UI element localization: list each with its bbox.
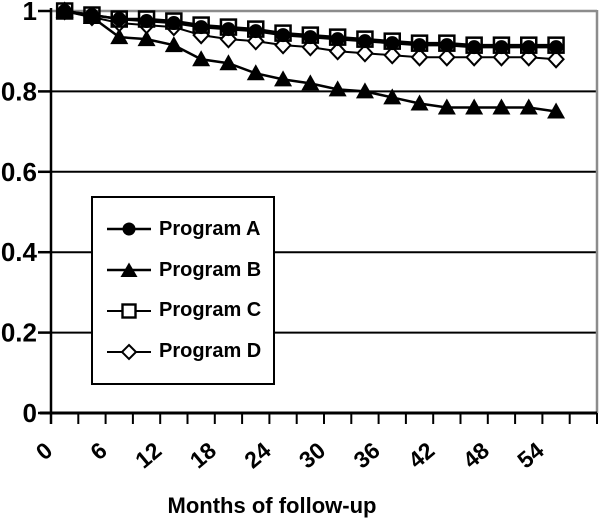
- legend-label-program-d: Program D: [159, 340, 262, 363]
- marker-program-c: [410, 34, 429, 52]
- legend-item-program-d: Program D: [106, 340, 273, 363]
- x-axis-title: Months of follow-up: [168, 493, 377, 518]
- legend-item-program-a: Program A: [106, 218, 273, 241]
- y-tick-label: 0.6: [1, 157, 37, 187]
- y-tick-label: 1: [23, 0, 37, 26]
- legend-label-program-b: Program B: [159, 258, 262, 281]
- marker-program-b: [164, 36, 183, 53]
- legend-item-program-b: Program B: [106, 259, 273, 282]
- x-tick-label: 42: [403, 437, 439, 473]
- marker-program-c: [520, 36, 538, 54]
- marker-program-c: [356, 30, 374, 48]
- legend: Program A Program B Program C Program D: [91, 196, 275, 385]
- marker-program-b: [465, 98, 484, 115]
- marker-program-c: [137, 10, 156, 28]
- marker-program-c: [274, 24, 292, 42]
- x-tick-label: 36: [348, 437, 384, 473]
- legend-label-program-c: Program C: [159, 299, 262, 322]
- filled-circle-marker-icon: [107, 222, 151, 236]
- marker-program-b: [437, 98, 456, 115]
- marker-program-d: [328, 41, 347, 61]
- marker-program-c: [383, 32, 401, 50]
- marker-program-a: [549, 40, 564, 55]
- marker-program-b: [328, 80, 347, 97]
- open-square-marker-icon: [107, 303, 151, 319]
- marker-program-b: [547, 102, 566, 119]
- marker-program-c: [192, 16, 210, 34]
- filled-triangle-marker-icon: [107, 262, 151, 278]
- marker-program-c: [165, 12, 183, 30]
- x-tick-label: 24: [239, 437, 275, 473]
- marker-program-d: [410, 47, 429, 67]
- marker-program-b: [219, 54, 238, 71]
- x-tick-label: 0: [31, 437, 58, 465]
- y-tick-label: 0.2: [1, 318, 37, 348]
- x-tick-label: 54: [512, 437, 548, 473]
- marker-program-c: [219, 18, 238, 36]
- marker-program-b: [110, 28, 129, 45]
- marker-program-a: [139, 14, 154, 29]
- y-tick-label: 0: [23, 398, 37, 428]
- marker-program-b: [137, 30, 156, 47]
- legend-item-program-c: Program C: [106, 299, 273, 322]
- marker-program-c: [110, 10, 128, 28]
- marker-program-c: [247, 20, 265, 38]
- x-tick-label: 18: [185, 437, 221, 473]
- marker-program-c: [547, 36, 565, 54]
- marker-program-c: [55, 2, 74, 20]
- marker-program-c: [465, 36, 483, 54]
- marker-program-a: [494, 40, 509, 55]
- x-tick-label: 30: [294, 437, 330, 473]
- marker-program-c: [438, 34, 456, 52]
- marker-program-b: [301, 74, 320, 91]
- legend-label-program-a: Program A: [159, 217, 261, 240]
- marker-program-c: [301, 26, 320, 44]
- y-tick-label: 0.8: [1, 76, 37, 106]
- marker-program-d: [437, 47, 456, 67]
- marker-program-a: [521, 40, 536, 55]
- marker-program-b: [355, 82, 374, 99]
- marker-program-b: [519, 98, 538, 115]
- marker-program-b: [246, 64, 265, 81]
- marker-program-b: [410, 94, 429, 111]
- marker-program-c: [492, 36, 511, 54]
- marker-program-b: [383, 88, 402, 105]
- series-line-program-c: [64, 9, 557, 47]
- marker-program-c: [83, 6, 101, 24]
- marker-program-b: [274, 70, 293, 87]
- marker-program-a: [439, 38, 454, 53]
- x-tick-label: 48: [458, 437, 494, 473]
- open-diamond-marker-icon: [107, 343, 151, 361]
- marker-program-d: [547, 49, 565, 69]
- marker-program-b: [192, 50, 211, 67]
- marker-program-d: [383, 45, 402, 65]
- marker-program-d: [356, 43, 374, 63]
- x-tick-label: 6: [85, 437, 112, 465]
- marker-program-b: [492, 98, 511, 115]
- y-tick-label: 0.4: [1, 237, 38, 267]
- x-tick-label: 12: [130, 437, 166, 473]
- marker-program-c: [328, 28, 347, 46]
